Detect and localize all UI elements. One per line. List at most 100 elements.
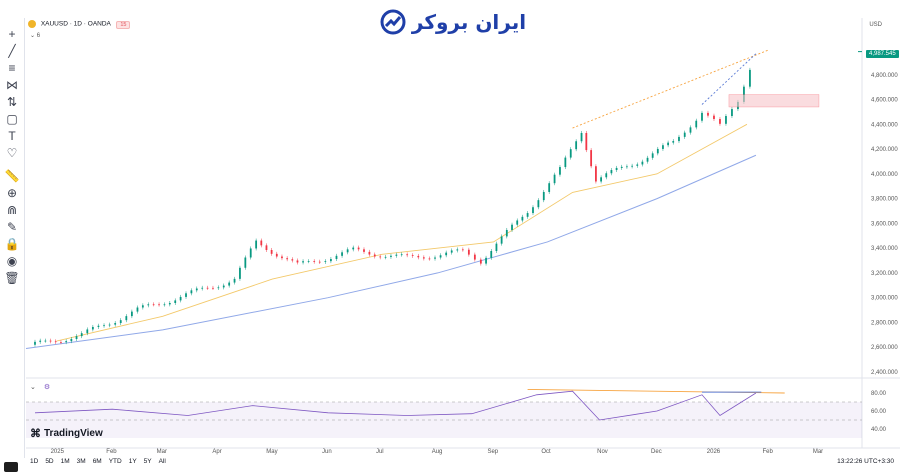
candle	[313, 261, 316, 262]
candle	[400, 254, 403, 256]
candle	[615, 167, 618, 171]
candle	[651, 153, 654, 158]
tradingview-text: TradingView	[44, 428, 103, 439]
candle	[390, 255, 392, 257]
candle	[60, 342, 62, 343]
range-5y[interactable]: 5Y	[143, 458, 152, 465]
candle	[585, 132, 588, 151]
corner-widget[interactable]	[4, 462, 18, 472]
heart-icon[interactable]: ♡	[6, 146, 18, 160]
candle	[125, 316, 128, 321]
candle	[352, 247, 355, 250]
candle	[39, 340, 42, 342]
candle	[490, 251, 493, 258]
candle	[564, 157, 567, 168]
candle	[233, 278, 236, 283]
candle	[255, 240, 258, 249]
candle	[206, 287, 209, 289]
candle	[275, 253, 278, 257]
rsi-band	[26, 402, 862, 438]
range-1m[interactable]: 1M	[60, 458, 70, 465]
last-price-tag: 4,987.545	[866, 50, 899, 58]
ma-slow-line	[25, 154, 757, 349]
symbol-header[interactable]: XAUUSD · 1D · OANDA 15	[28, 20, 131, 29]
candle	[357, 247, 360, 250]
lock-icon[interactable]: 🔒	[4, 237, 20, 251]
magnet-icon[interactable]: ⋒	[6, 203, 18, 217]
candle	[158, 304, 160, 306]
lock-drawings-icon[interactable]: ✎	[6, 220, 18, 234]
drawing-toolbar: + ╱ ≡ ⋈ ⇅ ▢ T ♡ 📏 ⊕ ⋒ ✎ 🔒 ◉ 🗑	[0, 18, 25, 458]
candle	[179, 296, 182, 301]
candle	[302, 261, 304, 263]
ma-fast-line	[56, 123, 748, 342]
fib-icon[interactable]: ≡	[8, 61, 16, 75]
ruler-icon[interactable]: 📏	[4, 169, 20, 183]
collapse-icon[interactable]: ⌄	[30, 384, 36, 391]
candle	[91, 326, 94, 330]
candle	[136, 307, 139, 312]
range-1d[interactable]: 1D	[30, 458, 39, 465]
currency-label[interactable]: USD	[869, 22, 882, 28]
candle	[318, 261, 321, 263]
broker-watermark: ایران بروکر	[368, 0, 538, 44]
candle	[217, 287, 220, 289]
pattern-icon[interactable]: ⋈	[6, 78, 18, 92]
candle	[286, 258, 289, 260]
range-3m[interactable]: 3M	[76, 458, 86, 465]
candle	[605, 173, 608, 178]
candle	[667, 142, 669, 146]
clock[interactable]: 13:22:26 UTC+3:30	[837, 458, 894, 465]
rsi-pane-controls[interactable]: ⌄ ⚙	[30, 383, 50, 391]
candle	[54, 341, 57, 343]
candle	[368, 251, 371, 255]
y-tick-label: 2,600.000	[871, 345, 898, 351]
text-icon[interactable]: T	[8, 129, 16, 143]
candle	[70, 338, 73, 342]
y-tick-label: 4,600.000	[871, 98, 898, 104]
rsi-tick-label: 40.00	[871, 427, 887, 433]
zoom-icon[interactable]: ⊕	[6, 186, 18, 200]
candle	[719, 119, 721, 124]
tv-logo-icon: ⌘	[30, 428, 41, 440]
trash-icon[interactable]: 🗑	[4, 271, 20, 285]
prediction-icon[interactable]: ⇅	[6, 95, 18, 109]
candle	[450, 250, 453, 253]
candle	[174, 300, 177, 304]
y-tick-label: 3,200.000	[871, 271, 898, 277]
eye-icon[interactable]: ◉	[6, 254, 18, 268]
candle	[595, 166, 597, 182]
trend-line-icon[interactable]: ╱	[8, 44, 16, 58]
x-tick-label: Oct	[541, 449, 551, 455]
range-1y[interactable]: 1Y	[128, 458, 137, 465]
rsi-settings-icon[interactable]: ⚙	[43, 384, 51, 391]
y-tick-label: 4,800.000	[871, 73, 898, 79]
resistance-trendline	[572, 49, 769, 129]
candle	[456, 249, 459, 251]
candle	[168, 303, 171, 305]
range-ytd[interactable]: YTD	[108, 458, 122, 465]
candle	[34, 341, 36, 345]
crosshair-icon[interactable]: +	[8, 27, 16, 41]
y-tick-label: 2,800.000	[871, 320, 898, 326]
candle	[346, 249, 349, 253]
rsi-trendline	[527, 388, 785, 394]
indicators-toggle[interactable]: ⌄ 6	[30, 33, 41, 39]
candle	[239, 267, 241, 279]
candle	[479, 259, 482, 264]
range-6m[interactable]: 6M	[92, 458, 102, 465]
status-badge[interactable]: 15	[116, 20, 131, 29]
candle	[201, 287, 204, 289]
candle	[580, 132, 583, 142]
range-all[interactable]: All	[158, 458, 166, 465]
range-5d[interactable]: 5D	[45, 458, 54, 465]
candle	[406, 254, 409, 256]
candle	[505, 229, 508, 237]
candle	[467, 249, 470, 255]
candle	[731, 109, 733, 117]
geometry-icon[interactable]: ▢	[6, 112, 18, 126]
candle	[600, 177, 602, 182]
y-tick-label: 3,600.000	[871, 221, 898, 227]
candle	[291, 259, 294, 261]
